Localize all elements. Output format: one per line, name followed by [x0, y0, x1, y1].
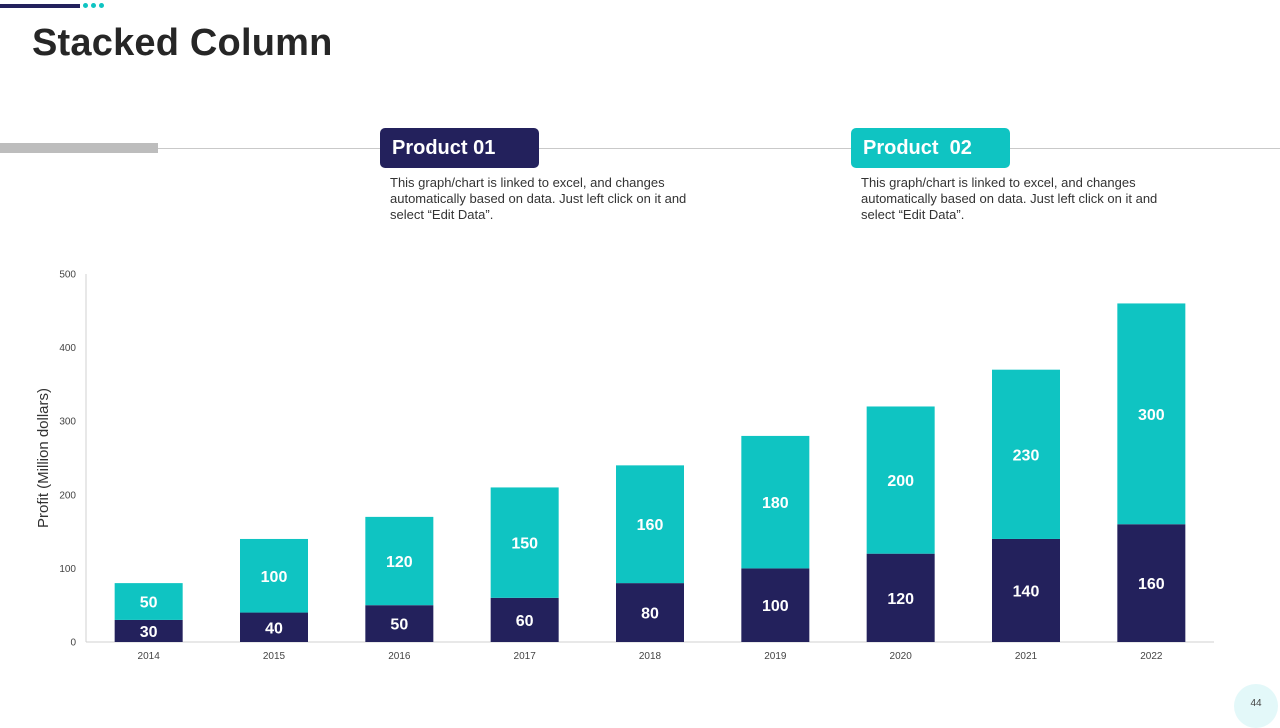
bar-product-01: [490, 597, 559, 642]
x-tick-label: 2016: [388, 651, 411, 662]
bar-product-01: [866, 553, 935, 642]
top-accent-bar: [0, 4, 80, 8]
y-tick-label: 200: [59, 490, 76, 501]
product-01-tag: Product 01: [380, 128, 539, 168]
data-label: 30: [140, 624, 158, 641]
y-tick-label: 0: [70, 638, 76, 649]
x-tick-label: 2015: [263, 651, 286, 662]
accent-dot: [83, 3, 88, 8]
page-number: 44: [1250, 698, 1262, 709]
bar-product-02: [1117, 303, 1186, 525]
data-label: 60: [516, 613, 534, 630]
bar-product-01: [741, 568, 810, 642]
data-label: 100: [762, 598, 789, 615]
data-label: 300: [1138, 407, 1165, 424]
bar-product-01: [616, 583, 684, 642]
accent-dot: [99, 3, 104, 8]
data-label: 140: [1013, 583, 1040, 600]
data-label: 230: [1013, 447, 1040, 464]
product-02-tag: Product 02: [851, 128, 1010, 168]
data-label: 180: [762, 495, 789, 512]
product-01-description: This graph/chart is linked to excel, and…: [390, 175, 687, 222]
data-label: 40: [265, 620, 283, 637]
bar-product-01: [114, 619, 183, 642]
x-tick-label: 2019: [764, 651, 787, 662]
bar-product-02: [365, 516, 434, 606]
data-label: 120: [887, 591, 914, 608]
data-label: 50: [390, 617, 408, 634]
bar-product-02: [114, 583, 183, 620]
y-tick-label: 100: [59, 564, 76, 575]
page-title: Stacked Column: [32, 22, 333, 64]
bar-product-01: [992, 538, 1060, 642]
bar-product-02: [240, 538, 308, 613]
x-tick-label: 2022: [1140, 651, 1163, 662]
bar-product-02: [741, 435, 810, 569]
data-label: 50: [140, 595, 158, 612]
accent-dots: [83, 3, 104, 8]
x-tick-label: 2021: [1015, 651, 1038, 662]
product-02-description: This graph/chart is linked to excel, and…: [861, 175, 1158, 222]
bar-product-02: [866, 406, 935, 554]
bar-product-02: [616, 465, 684, 584]
y-tick-label: 400: [59, 343, 76, 354]
y-tick-label: 300: [59, 417, 76, 428]
grey-accent-bar: [0, 143, 158, 153]
data-label: 150: [511, 536, 538, 553]
bar-product-01: [240, 612, 308, 642]
bar-product-01: [365, 605, 434, 642]
x-tick-label: 2014: [138, 651, 161, 662]
y-axis-title: Profit (Million dollars): [35, 388, 52, 528]
x-tick-label: 2020: [890, 651, 913, 662]
data-label: 160: [1138, 576, 1165, 593]
data-label: 200: [887, 473, 914, 490]
data-label: 160: [637, 517, 664, 534]
divider-line: [0, 148, 1280, 149]
data-label: 100: [261, 569, 288, 586]
x-tick-label: 2017: [514, 651, 537, 662]
data-label: 80: [641, 606, 659, 623]
bar-product-02: [992, 369, 1060, 539]
accent-dot: [91, 3, 96, 8]
y-tick-label: 500: [59, 270, 76, 281]
bar-product-01: [1117, 524, 1186, 642]
bar-product-02: [490, 487, 559, 598]
data-label: 120: [386, 554, 413, 571]
x-tick-label: 2018: [639, 651, 662, 662]
